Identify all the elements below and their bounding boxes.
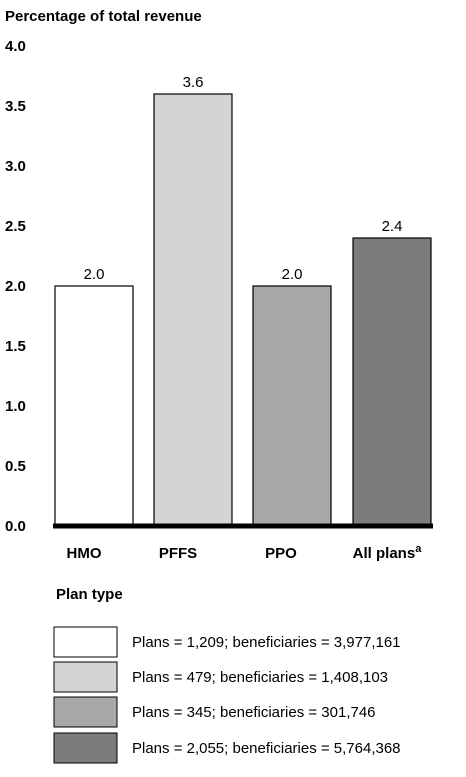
footnote-marker: a: [415, 543, 422, 555]
x-category-label: All plansa: [353, 543, 423, 562]
bar-all-plans: [352, 237, 432, 527]
y-axis-ticks: 0.0 0.5 1.0 1.5 2.0 2.5 3.0 3.5 4.0: [5, 38, 26, 535]
legend-label: Plans = 2,055; beneficiaries = 5,764,368: [132, 740, 401, 757]
legend-swatch: [53, 661, 118, 693]
bar-hmo: [54, 285, 134, 527]
legend-swatch: [53, 732, 118, 764]
bar-ppo: [252, 285, 332, 527]
y-tick-label: 3.0: [5, 158, 26, 175]
y-tick-label: 2.5: [5, 218, 26, 235]
x-axis-category-labels: HMO PFFS PPO All plansa: [67, 543, 423, 562]
x-axis-title: Plan type: [56, 586, 123, 603]
bar-value-label: 2.0: [282, 266, 303, 283]
legend-label: Plans = 1,209; beneficiaries = 3,977,161: [132, 634, 401, 651]
bar-value-label: 2.4: [382, 218, 403, 235]
y-tick-label: 1.0: [5, 398, 26, 415]
x-category-label: HMO: [67, 545, 102, 562]
x-category-label: PFFS: [159, 545, 197, 562]
legend-swatch: [53, 626, 118, 658]
legend: Plans = 1,209; beneficiaries = 3,977,161…: [53, 626, 401, 764]
y-tick-label: 0.5: [5, 458, 26, 475]
y-tick-label: 2.0: [5, 278, 26, 295]
value-labels-group: 2.0 3.6 2.0 2.4: [84, 74, 403, 283]
legend-swatch: [53, 696, 118, 728]
bar-value-label: 2.0: [84, 266, 105, 283]
y-tick-label: 1.5: [5, 338, 26, 355]
y-tick-label: 3.5: [5, 98, 26, 115]
x-category-label: PPO: [265, 545, 297, 562]
bar-pffs: [153, 93, 233, 527]
legend-label: Plans = 345; beneficiaries = 301,746: [132, 704, 376, 721]
bar-value-label: 3.6: [183, 74, 204, 91]
y-axis-title: Percentage of total revenue: [5, 8, 202, 25]
legend-label: Plans = 479; beneficiaries = 1,408,103: [132, 669, 388, 686]
bars-group: [54, 93, 432, 527]
y-tick-label: 4.0: [5, 38, 26, 55]
y-tick-label: 0.0: [5, 518, 26, 535]
